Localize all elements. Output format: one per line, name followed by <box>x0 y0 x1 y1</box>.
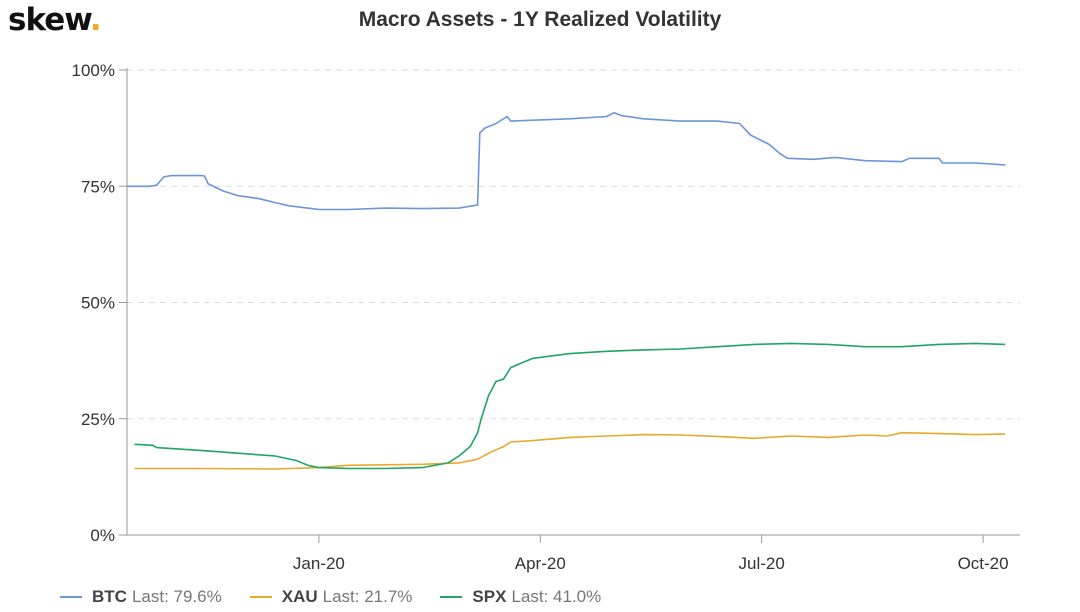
chart-title: Macro Assets - 1Y Realized Volatility <box>358 8 722 31</box>
x-tick-label: Jan-20 <box>293 554 345 573</box>
legend-swatch <box>60 596 82 598</box>
legend-item-btc[interactable]: BTC Last: 79.6% <box>60 587 222 607</box>
legend-series-name: SPX <box>472 587 507 606</box>
legend-series-name: XAU <box>281 587 318 606</box>
logo-text: skew <box>8 2 91 38</box>
x-tick-label: Oct-20 <box>958 554 1009 573</box>
legend-last-value: Last: 79.6% <box>131 587 222 606</box>
y-tick-label: 75% <box>81 177 115 196</box>
y-tick-label: 25% <box>81 410 115 429</box>
legend-item-xau[interactable]: XAU Last: 21.7% <box>249 587 413 607</box>
series-line-spx <box>134 342 1006 470</box>
chart-legend: BTC Last: 79.6% XAU Last: 21.7% SPX Last: 41.… <box>60 585 629 609</box>
x-tick-label: Jul-20 <box>739 554 785 573</box>
legend-swatch <box>249 596 272 598</box>
y-tick-label: 100% <box>72 61 115 80</box>
y-tick-label: 50% <box>81 294 115 313</box>
logo-dot: . <box>89 2 102 38</box>
legend-last-value: Last: 41.0% <box>511 587 602 606</box>
skew-logo: skew. <box>8 2 102 38</box>
series-line-btc <box>127 112 1006 211</box>
legend-item-spx[interactable]: SPX Last: 41.0% <box>440 587 601 607</box>
x-tick-label: Apr-20 <box>515 554 566 573</box>
y-tick-label: 0% <box>90 526 115 545</box>
legend-series-name: BTC <box>92 587 127 606</box>
series-line-xau <box>134 431 1006 470</box>
legend-last-value: Last: 21.7% <box>322 587 413 606</box>
legend-swatch <box>440 596 463 598</box>
